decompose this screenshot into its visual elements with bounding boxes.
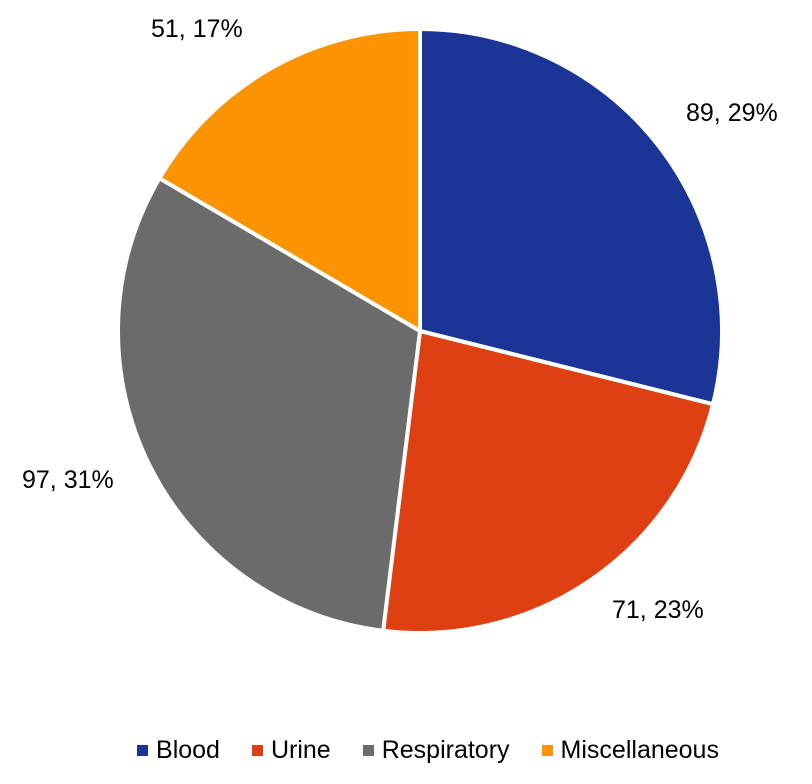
data-label-blood: 89, 29% [686, 99, 778, 127]
data-label-miscellaneous: 51, 17% [151, 15, 243, 43]
legend-item-blood: Blood [137, 736, 220, 765]
data-label-urine: 71, 23% [612, 596, 704, 624]
data-label-respiratory: 97, 31% [22, 466, 114, 494]
legend-label-respiratory: Respiratory [381, 735, 510, 764]
legend-item-miscellaneous: Miscellaneous [541, 735, 719, 765]
pie-slice-miscellaneous [157, 27, 422, 333]
legend-label-urine: Urine [270, 735, 331, 764]
legend-label-miscellaneous: Miscellaneous [560, 735, 719, 764]
legend-swatch-miscellaneous [541, 744, 553, 756]
legend-swatch-urine [251, 744, 263, 756]
legend-label-blood: Blood [156, 735, 220, 764]
legend-swatch-blood [137, 744, 149, 756]
pie-chart-svg: 89, 29% 71, 23% 97, 31% 51, 17% [22, 15, 778, 635]
legend-swatch-respiratory [362, 744, 374, 756]
legend: Blood Urine Respiratory Miscellaneous [0, 732, 812, 768]
legend-item-respiratory: Respiratory [362, 735, 510, 765]
pie-slice-urine [381, 329, 715, 635]
pie-slice-blood [418, 27, 724, 407]
legend-item-urine: Urine [251, 735, 331, 765]
pie-slice-respiratory [116, 176, 422, 633]
